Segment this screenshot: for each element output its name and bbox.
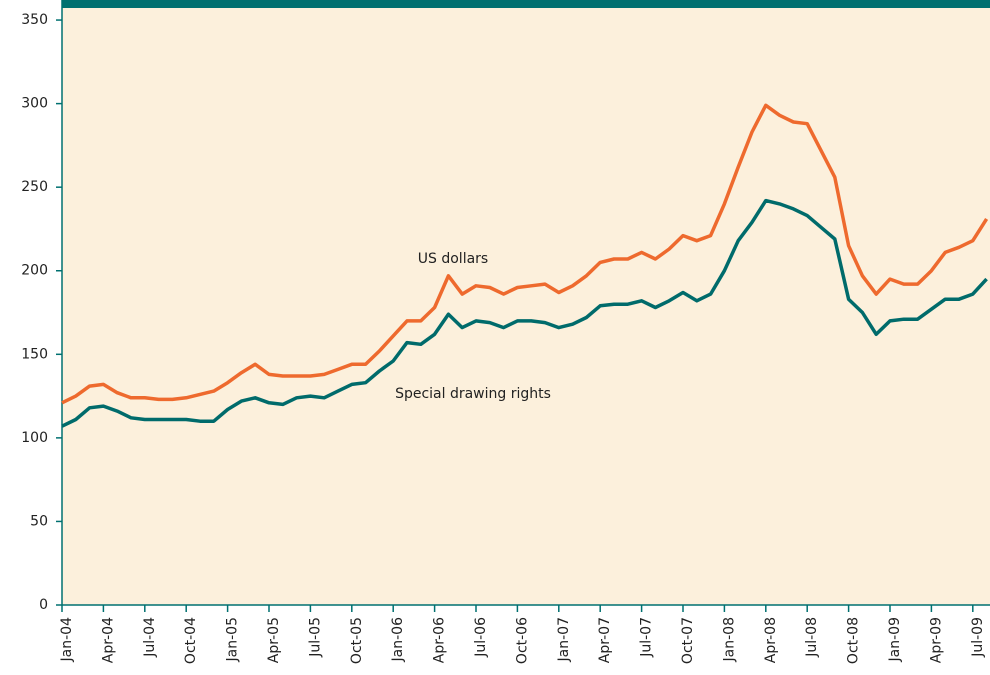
x-tick-label: Jul-07 <box>639 617 655 658</box>
y-tick-label: 0 <box>39 597 48 613</box>
x-tick-label: Oct-05 <box>349 617 365 664</box>
y-tick-label: 150 <box>21 346 48 362</box>
x-tick-label: Jan-08 <box>721 617 737 662</box>
x-tick-label: Jan-04 <box>59 617 75 663</box>
y-tick-label: 200 <box>21 263 48 279</box>
y-tick-label: 50 <box>30 513 48 529</box>
x-tick-label: Jan-07 <box>556 617 572 662</box>
x-tick-label: Jul-04 <box>142 617 158 658</box>
x-tick-label: Apr-08 <box>763 617 779 663</box>
x-tick-label: Oct-07 <box>680 617 696 664</box>
series-line <box>61 103 989 405</box>
y-tick-label: 250 <box>21 179 48 195</box>
x-tick-label: Jul-09 <box>970 617 986 658</box>
y-tick-label: 100 <box>21 430 48 446</box>
x-tick-label: Apr-07 <box>597 617 613 663</box>
x-tick-label: Apr-09 <box>928 617 944 663</box>
x-tick-label: Oct-04 <box>183 617 199 664</box>
header-bar <box>62 0 990 8</box>
x-tick-label: Jan-09 <box>887 617 903 662</box>
x-tick-label: Oct-08 <box>846 617 862 664</box>
series-label: US dollars <box>418 251 488 267</box>
x-tick-label: Oct-06 <box>514 617 530 664</box>
x-tick-label: Apr-04 <box>100 617 116 663</box>
series-label: Special drawing rights <box>395 386 551 402</box>
series-line <box>61 198 988 428</box>
x-tick-label: Apr-06 <box>432 617 448 663</box>
x-tick-label: Jul-08 <box>804 617 820 658</box>
x-tick-label: Jul-06 <box>473 617 489 658</box>
x-tick-label: Jul-05 <box>307 617 323 658</box>
x-tick-label: Jan-06 <box>390 617 406 663</box>
x-tick-label: Apr-05 <box>266 617 282 663</box>
x-tick-label: Jan-05 <box>225 617 241 662</box>
plot-area <box>62 0 990 605</box>
y-tick-label: 350 <box>21 12 48 28</box>
y-tick-label: 300 <box>21 96 48 112</box>
